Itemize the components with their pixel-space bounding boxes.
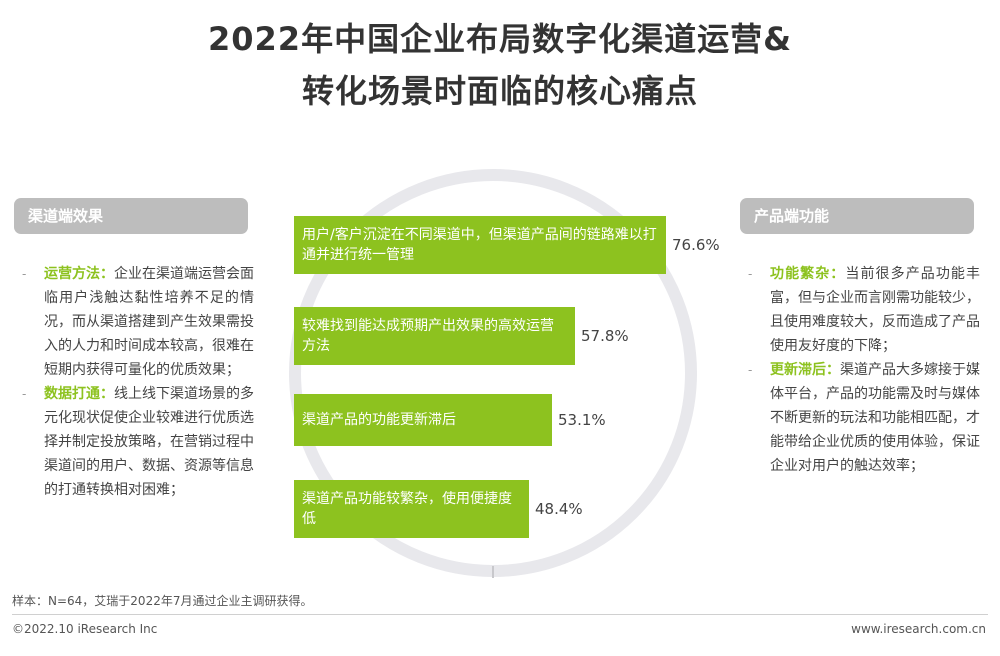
bullet-keyword: 运营方法： — [44, 266, 114, 282]
bullet-text: 企业在渠道端运营会面临用户浅触达黏性培养不足的情况，而从渠道搭建到产生效果需投入… — [44, 266, 254, 378]
dash-icon: - — [22, 387, 27, 401]
bar-value-label-4: 48.4% — [535, 500, 583, 518]
dash-icon: - — [748, 363, 753, 377]
bar-value-label-3: 53.1% — [558, 411, 606, 429]
website-link[interactable]: www.iresearch.com.cn — [851, 622, 986, 636]
channel-effect-header: 渠道端效果 — [14, 198, 248, 234]
product-function-header: 产品端功能 — [740, 198, 974, 234]
page-title-line-2: 转化场景时面临的核心痛点 — [301, 72, 698, 110]
bar-3: 渠道产品的功能更新滞后 — [294, 394, 552, 446]
bullet-operation-method: - 运营方法：企业在渠道端运营会面临用户浅触达黏性培养不足的情况，而从渠道搭建到… — [18, 262, 254, 382]
sample-footnote: 样本：N=64，艾瑞于2022年7月通过企业主调研获得。 — [12, 594, 313, 608]
bar-4: 渠道产品功能较繁杂，使用便捷度低 — [294, 480, 529, 538]
bar-1: 用户/客户沉淀在不同渠道中，但渠道产品间的链路难以打通并进行统一管理 — [294, 216, 666, 274]
bar-2: 较难找到能达成预期产出效果的高效运营方法 — [294, 307, 575, 365]
footer-divider — [12, 614, 988, 615]
dash-icon: - — [22, 267, 27, 281]
bullet-text: 渠道产品大多嫁接于媒体平台，产品的功能需及时与媒体不断更新的玩法和功能相匹配，才… — [770, 362, 980, 474]
bar-value-label-2: 57.8% — [581, 327, 629, 345]
page-title-line-1: 2022年中国企业布局数字化渠道运营& — [208, 20, 792, 58]
bullet-function-complexity: - 功能繁杂：当前很多产品功能丰富，但与企业而言刚需功能较少，且使用难度较大，反… — [744, 262, 980, 358]
bullet-keyword: 功能繁杂： — [770, 266, 846, 282]
bullet-text: 当前很多产品功能丰富，但与企业而言刚需功能较少，且使用难度较大，反而造成了产品使… — [770, 266, 981, 354]
dash-icon: - — [748, 267, 753, 281]
channel-effect-bullets: - 运营方法：企业在渠道端运营会面临用户浅触达黏性培养不足的情况，而从渠道搭建到… — [18, 262, 254, 502]
bullet-update-lag: - 更新滞后：渠道产品大多嫁接于媒体平台，产品的功能需及时与媒体不断更新的玩法和… — [744, 358, 980, 478]
product-function-bullets: - 功能繁杂：当前很多产品功能丰富，但与企业而言刚需功能较少，且使用难度较大，反… — [744, 262, 980, 478]
bullet-text: 线上线下渠道场景的多元化现状促使企业较难进行优质选择并制定投放策略，在营销过程中… — [44, 386, 254, 498]
bar-value-label-1: 76.6% — [672, 236, 720, 254]
bullet-data-integration: - 数据打通：线上线下渠道场景的多元化现状促使企业较难进行优质选择并制定投放策略… — [18, 382, 254, 502]
copyright-text: ©2022.10 iResearch Inc — [12, 622, 158, 636]
bullet-keyword: 数据打通： — [44, 386, 114, 402]
bullet-keyword: 更新滞后： — [770, 362, 840, 378]
